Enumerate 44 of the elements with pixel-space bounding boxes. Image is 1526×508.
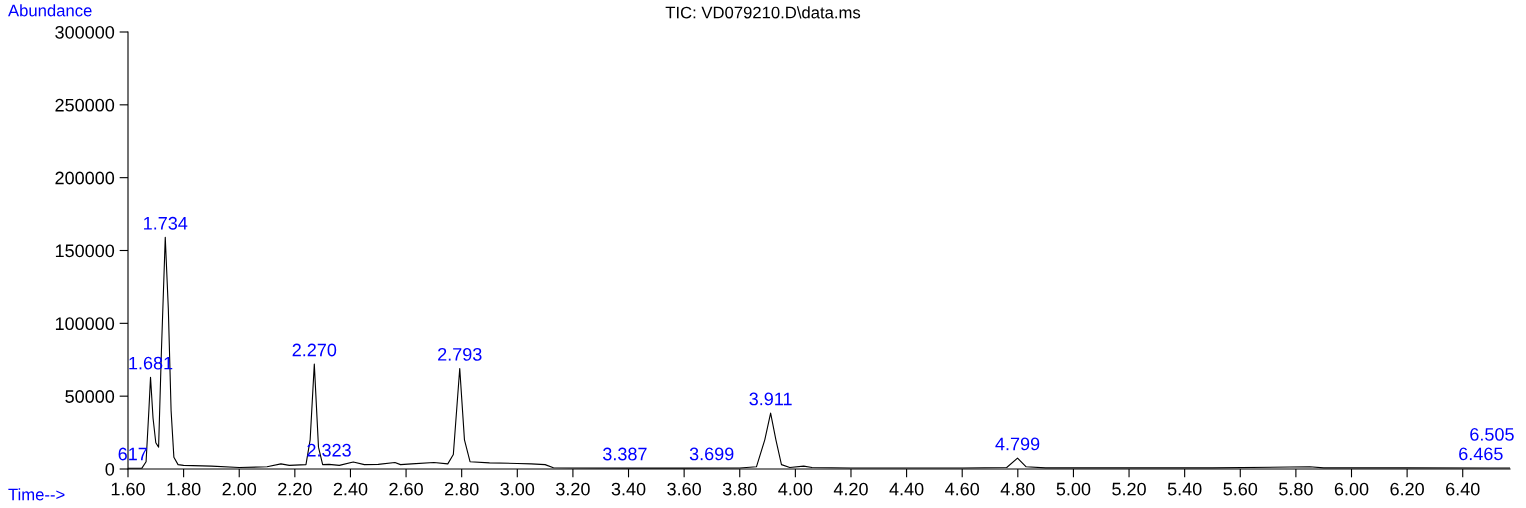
x-tick-label: 2.60 bbox=[389, 482, 423, 496]
x-tick-label: 3.20 bbox=[556, 482, 590, 496]
chart-title: TIC: VD079210.D\data.ms bbox=[665, 6, 861, 19]
x-tick-label: 5.60 bbox=[1223, 482, 1258, 496]
y-tick-label: 100000 bbox=[55, 317, 115, 331]
x-tick-label: 3.80 bbox=[722, 482, 757, 496]
y-tick-label: 300000 bbox=[55, 25, 115, 39]
x-tick-label: 4.80 bbox=[1000, 482, 1035, 496]
x-tick-label: 4.40 bbox=[889, 482, 924, 496]
x-tick-label: 2.80 bbox=[445, 482, 479, 496]
annotation: 3.387 bbox=[603, 447, 647, 461]
y-tick-label: 150000 bbox=[55, 244, 115, 258]
x-tick-label: 4.00 bbox=[778, 482, 813, 496]
x-tick-label: 6.00 bbox=[1334, 482, 1369, 496]
x-tick-label: 5.20 bbox=[1112, 482, 1146, 496]
x-tick-label: 1.60 bbox=[111, 482, 145, 496]
x-tick-label: 2.40 bbox=[333, 482, 368, 496]
annotation: 6.505 bbox=[1470, 428, 1514, 441]
y-tick-label: 200000 bbox=[55, 171, 115, 185]
annotation: 1.734 bbox=[144, 216, 188, 230]
y-tick-label: 0 bbox=[105, 462, 115, 476]
x-tick-label: 3.00 bbox=[500, 482, 535, 496]
annotation: 2.270 bbox=[292, 343, 337, 357]
x-tick-label: 2.20 bbox=[278, 482, 312, 496]
annotation: 2.793 bbox=[438, 347, 482, 361]
annotation: 3.911 bbox=[749, 392, 792, 406]
x-axis-title: Time--> bbox=[8, 488, 65, 501]
x-tick-label: 1.80 bbox=[167, 482, 201, 496]
x-tick-label: 3.40 bbox=[611, 482, 646, 496]
x-tick-label: 5.80 bbox=[1279, 482, 1313, 496]
x-tick-label: 4.60 bbox=[945, 482, 980, 496]
x-tick-label: 5.00 bbox=[1056, 482, 1091, 496]
y-tick-label: 250000 bbox=[55, 98, 115, 112]
x-tick-label: 5.40 bbox=[1167, 482, 1202, 496]
x-tick-label: 2.00 bbox=[222, 482, 257, 496]
x-tick-label: 3.60 bbox=[667, 482, 701, 496]
annotation: 3.699 bbox=[689, 447, 734, 461]
x-tick-label: 6.20 bbox=[1390, 482, 1424, 496]
y-tick-label: 50000 bbox=[65, 390, 115, 403]
y-axis-title: Abundance bbox=[8, 4, 92, 17]
annotation: 6.465 bbox=[1459, 447, 1503, 461]
annotation: 4.799 bbox=[995, 437, 1040, 451]
x-tick-label: 6.40 bbox=[1446, 482, 1480, 496]
x-tick-label: 4.20 bbox=[833, 482, 868, 496]
